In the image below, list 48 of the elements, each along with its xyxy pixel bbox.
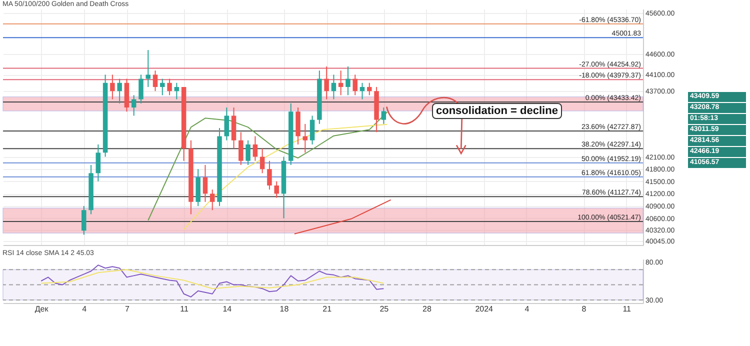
candlestick (367, 82, 372, 96)
x-tick-label: 4 (82, 304, 88, 314)
candlestick (252, 136, 258, 162)
candlestick (360, 82, 365, 100)
x-tick-label: 28 (422, 304, 432, 314)
line-series (183, 124, 388, 230)
candlestick (167, 78, 172, 96)
candlestick (146, 50, 151, 88)
x-tick-label: 8 (582, 304, 587, 314)
candlestick (96, 144, 101, 182)
x-tick-label: 21 (322, 304, 332, 314)
x-tick-label: 4 (524, 304, 530, 314)
candlestick (346, 66, 350, 96)
x-tick-label: 18 (280, 304, 290, 314)
candlestick (338, 70, 344, 96)
candlestick (160, 78, 165, 96)
candlestick (274, 180, 279, 198)
annotation: consolidation = decline (432, 103, 562, 119)
line-series (148, 112, 388, 221)
candlestick (152, 70, 158, 92)
candlestick (138, 74, 144, 104)
candlestick (246, 140, 250, 166)
candlestick (238, 132, 244, 166)
x-tick-label: 11 (180, 304, 190, 314)
x-tick-label: Дек (34, 304, 49, 314)
line-series (40, 269, 384, 290)
candlestick (210, 189, 215, 211)
candlestick (174, 82, 180, 100)
candlestick (82, 206, 86, 236)
candlestick (331, 74, 336, 100)
line-series (40, 264, 384, 298)
x-tick-label: 2024 (475, 304, 494, 314)
candlestick (310, 115, 315, 145)
x-tick-label: 25 (380, 304, 390, 314)
x-tick-label: 11 (622, 304, 632, 314)
x-tick-label: 14 (222, 304, 232, 314)
candlestick (202, 164, 208, 202)
candlestick (302, 123, 308, 154)
candlestick (224, 107, 230, 141)
candlestick (131, 94, 136, 116)
candlestick (260, 148, 265, 174)
candlestick (381, 107, 386, 124)
candlestick (352, 74, 358, 96)
x-tick-label: 7 (124, 304, 130, 314)
candlestick (324, 66, 329, 100)
candlestick (110, 74, 115, 100)
candlestick (117, 78, 122, 104)
candlestick (267, 160, 272, 190)
